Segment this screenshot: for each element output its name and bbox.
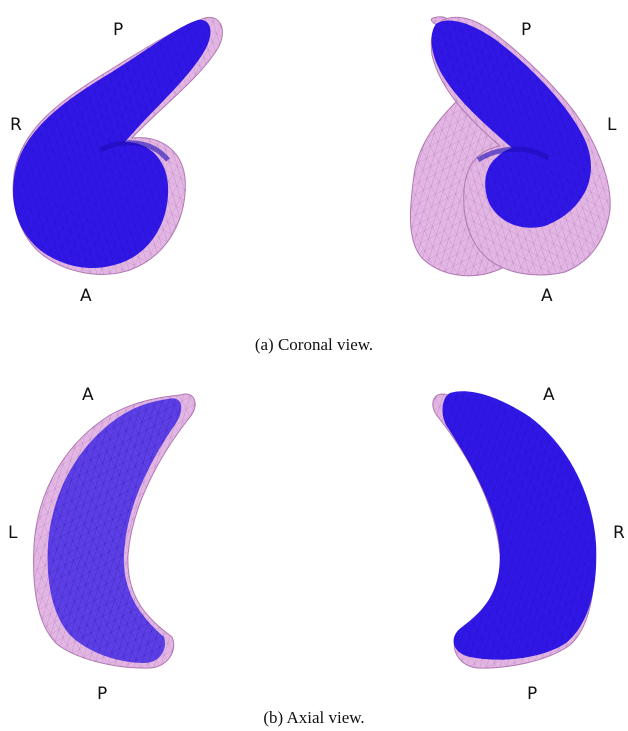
coronal-view-figure (12, 16, 611, 277)
axial-left-shape (33, 393, 196, 669)
axial-view-panel: A L P A R P (0, 365, 628, 705)
axial-right-label-a: A (543, 385, 555, 405)
coronal-left-shape (12, 16, 223, 275)
axial-right-label-r: R (613, 523, 625, 543)
axial-left-label-l: L (8, 523, 18, 543)
coronal-left-label-r: R (10, 115, 22, 135)
coronal-right-label-l: L (607, 115, 617, 135)
axial-right-shape (432, 391, 597, 669)
axial-view-caption: (b) Axial view. (263, 708, 365, 727)
coronal-view-caption: (a) Coronal view. (254, 335, 374, 354)
coronal-right-shape-inner (430, 16, 611, 276)
axial-left-label-a: A (82, 385, 94, 405)
coronal-right-label-a: A (541, 286, 553, 306)
coronal-view-panel: P R A P L A (0, 0, 628, 325)
axial-view-figure (33, 391, 597, 669)
axial-right-label-p: P (527, 684, 538, 704)
coronal-left-label-a: A (80, 286, 92, 306)
axial-left-label-p: P (97, 684, 108, 704)
coronal-right-label-p: P (521, 20, 532, 40)
coronal-left-label-p: P (113, 20, 124, 40)
